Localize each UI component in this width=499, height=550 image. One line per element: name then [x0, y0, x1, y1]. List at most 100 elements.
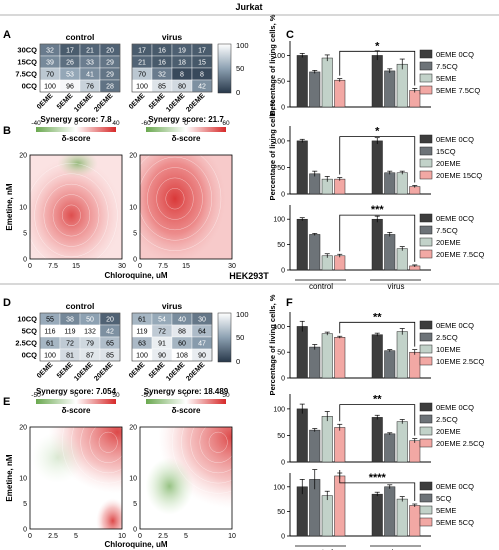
heatmap-cell-value: 90: [158, 353, 166, 360]
synergy-surface: [30, 427, 122, 529]
synergy-legend-tick: -50: [31, 392, 41, 399]
synergy-contour: [165, 188, 185, 210]
bar: [334, 337, 346, 379]
heatmap-cell-value: 85: [158, 84, 166, 91]
legend-label: 0EME 0CQ: [436, 50, 474, 59]
panel-letter-c: C: [286, 29, 294, 41]
legend-label: 0EME 0CQ: [436, 403, 474, 412]
heatmap-cell-value: 87: [86, 353, 94, 360]
legend-label: 5CQ: [436, 494, 452, 503]
bar: [409, 440, 421, 463]
heatmap-col-label: 0EME: [128, 92, 147, 111]
bar-y-tick-label: 100: [273, 53, 285, 60]
heatmap-title: control: [66, 32, 95, 42]
bar-y-tick-label: 0: [281, 105, 285, 112]
synergy-xtick: 10: [228, 533, 236, 540]
bar-y-tick-label: 0: [281, 460, 285, 467]
heatmap-col-label: 20EME: [185, 92, 206, 113]
bar-y-tick-label: 0: [281, 534, 285, 541]
legend-swatch: [419, 146, 433, 156]
synergy-legend-label: δ-score: [172, 406, 201, 415]
synergy-ytick: 5: [23, 231, 27, 238]
synergy-B-Synergy score: 7.8: Synergy score: 7.8-40 0 40δ-score0 7.5 15 300…: [5, 115, 126, 270]
heatmap-title: control: [66, 301, 95, 311]
significance-label: ***: [371, 204, 385, 216]
synergy-xtick: 10: [118, 533, 126, 540]
heatmap-cell-value: 60: [178, 341, 186, 348]
bar-group-label: control: [309, 282, 333, 291]
synergy-trough: [145, 457, 194, 515]
heatmap-col-label: 20EME: [185, 361, 206, 382]
bar: [321, 57, 333, 108]
synergy-trough: [31, 432, 84, 484]
bar-chart-C: 0 50 100 * 0EME 0CQ 15CQ 20EME 20EME 15CQ: [273, 126, 482, 199]
synergy-contour: [172, 427, 232, 494]
synergy-ytick: 20: [129, 153, 137, 160]
synergy-legend-tick: -60: [141, 120, 151, 127]
legend-swatch: [419, 249, 433, 259]
bar: [321, 495, 333, 537]
legend-label: 5EME 5CQ: [436, 518, 474, 527]
synergy-xlabel: Chloroquine, uM: [104, 271, 167, 280]
synergy-title: Synergy score: 18.489: [144, 387, 229, 396]
synergy-xtick: 0: [138, 263, 142, 270]
bar: [409, 351, 421, 379]
bar: [396, 421, 408, 463]
bar-y-tick-label: 0: [281, 268, 285, 275]
heatmap-cell-value: 8: [200, 72, 204, 79]
legend-swatch: [419, 517, 433, 527]
heatmap-row-label: 10CQ: [17, 315, 37, 324]
heatmap-cell-value: 50: [86, 317, 94, 324]
synergy-contour: [98, 431, 118, 453]
heatmap-cell-value: 72: [66, 341, 74, 348]
synergy-surface: [140, 427, 232, 529]
bar-y-tick-label: 100: [273, 217, 285, 224]
heatmap-cell-value: 63: [138, 341, 146, 348]
synergy-ytick: 5: [23, 501, 27, 508]
significance-label: **: [373, 394, 382, 406]
legend-swatch: [419, 402, 433, 412]
legend-label: 20EME 7.5CQ: [436, 250, 485, 259]
panel-letter-b: B: [3, 125, 11, 137]
bar-y-tick-label: 50: [277, 79, 285, 86]
heatmap-D-control: control 55 38 50 20 10CQ 116 119 132 42 5CQ 61 72 79 6…: [15, 301, 121, 383]
synergy-ylabel: Emetine, nM: [5, 454, 14, 501]
synergy-legend-bar: [146, 399, 226, 404]
synergy-xtick: 0: [28, 533, 32, 540]
synergy-xtick: 0: [28, 263, 32, 270]
synergy-peak: [30, 158, 122, 259]
legend-label: 20EME 2.5CQ: [436, 439, 485, 448]
legend-label: 0EME 0CQ: [436, 135, 474, 144]
synergy-surface: [30, 155, 122, 259]
synergy-legend-bar: [146, 127, 226, 132]
bar: [334, 427, 346, 463]
bar: [384, 172, 396, 195]
heatmap-cell-value: 119: [64, 329, 75, 336]
legend-label: 0EME 0CQ: [436, 321, 474, 330]
legend-swatch: [419, 170, 433, 180]
heatmap-cell-value: 41: [86, 72, 94, 79]
legend-label: 5EME 7.5CQ: [436, 86, 480, 95]
heatmap-frame: [39, 312, 121, 362]
synergy-xtick: 2.5: [158, 533, 168, 540]
synergy-xtick: 5: [184, 533, 188, 540]
heatmap-A-control: control 32 17 21 20 30CQ 39 26 33 29 15CQ 70 53 41 29 7…: [15, 32, 121, 114]
heatmap-title: virus: [162, 301, 183, 311]
synergy-xtick: 5: [74, 533, 78, 540]
heatmap-cell-value: 28: [106, 84, 114, 91]
synergy-legend-tick: 0: [74, 120, 78, 127]
bar: [396, 63, 408, 108]
legend-label: 10EME 2.5CQ: [436, 357, 485, 366]
synergy-ytick: 0: [133, 257, 137, 264]
legend-label: 20EME: [436, 427, 461, 436]
legend-swatch: [419, 505, 433, 515]
synergy-ytick: 5: [133, 231, 137, 238]
heatmap-cell-value: 40: [178, 317, 186, 324]
bar-y-tick-label: 100: [273, 406, 285, 413]
synergy-frame: [29, 154, 123, 260]
bar: [296, 55, 308, 108]
synergy-ytick: 5: [133, 501, 137, 508]
bar-chart-F: 0 50 100 ** 0EME 0CQ 2.5CQ 20EME 20EME 2.5CQ: [273, 394, 484, 467]
synergy-trough: [57, 155, 99, 177]
legend-swatch: [419, 158, 433, 168]
